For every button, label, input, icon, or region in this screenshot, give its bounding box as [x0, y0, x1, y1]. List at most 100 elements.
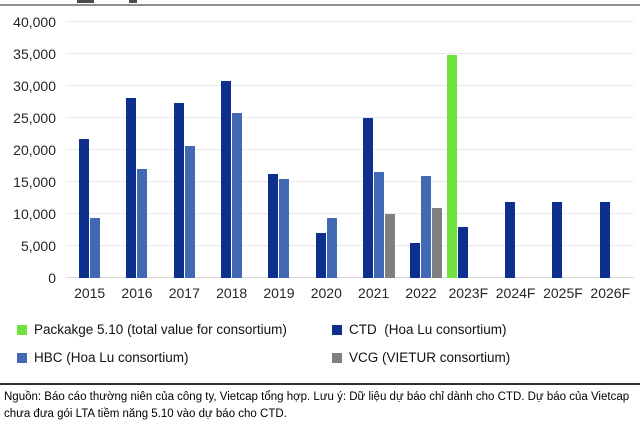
bar-cluster — [589, 22, 632, 278]
bar-slot — [432, 22, 443, 278]
bar — [432, 207, 443, 278]
x-axis-label: 2017 — [168, 285, 200, 301]
bar-slot — [101, 22, 111, 278]
gridline — [66, 85, 634, 86]
bar-group — [161, 22, 208, 278]
bar-slot — [184, 22, 195, 278]
bar — [232, 112, 243, 278]
bar-slot — [516, 22, 526, 278]
source-note: Nguồn: Báo cáo thường niên của công ty, … — [4, 391, 630, 420]
gridline — [66, 53, 634, 54]
y-axis-label: 30,000 — [13, 78, 56, 94]
bar-group — [255, 22, 302, 278]
bar-group — [350, 22, 397, 278]
plot-area — [66, 21, 634, 278]
bar — [385, 214, 396, 278]
bar-cluster — [115, 22, 158, 278]
bar — [446, 55, 457, 278]
bar-slot — [410, 22, 421, 278]
bar-slot — [541, 22, 551, 278]
bar — [268, 173, 279, 278]
legend-label: VCG (VIETUR consortium) — [349, 350, 511, 365]
bar — [221, 80, 232, 278]
y-axis-label: 0 — [48, 270, 56, 286]
legend-item: VCG (VIETUR consortium) — [332, 350, 633, 365]
bar-slot — [563, 22, 573, 278]
x-axis-label: 2023F — [448, 285, 489, 301]
x-axis: 2015 2016 2017 2018 2019 2020 2021 2022 2023F 202… — [66, 285, 634, 301]
bar-slot — [148, 22, 158, 278]
x-axis-label: 2026F — [590, 285, 631, 301]
y-axis-label: 15,000 — [13, 174, 56, 190]
bar-groups — [66, 22, 634, 278]
bar — [79, 139, 90, 278]
bar — [126, 98, 137, 278]
bar-slot — [173, 22, 184, 278]
bar-slot — [552, 22, 563, 278]
legend-label: CTD (Hoa Lu consortium) — [349, 322, 507, 337]
bar-slot — [494, 22, 504, 278]
bar-slot — [385, 22, 396, 278]
bar-slot — [279, 22, 290, 278]
bar-slot — [163, 22, 173, 278]
bar-slot — [421, 22, 432, 278]
bar-slot — [574, 22, 584, 278]
x-axis-label: 2024F — [495, 285, 536, 301]
bar — [552, 201, 563, 278]
bar-group — [539, 22, 586, 278]
bar-slot — [115, 22, 125, 278]
legend-item: HBC (Hoa Lu consortium) — [17, 350, 332, 365]
bar-slot — [352, 22, 362, 278]
bar-slot — [622, 22, 632, 278]
bar-slot — [268, 22, 279, 278]
bar-slot — [79, 22, 90, 278]
y-axis-label: 10,000 — [13, 206, 56, 222]
x-axis-label: 2019 — [263, 285, 295, 301]
gridline — [66, 117, 634, 118]
bar — [90, 217, 101, 278]
bar-slot — [399, 22, 409, 278]
bar-slot — [363, 22, 374, 278]
x-axis-label: 2015 — [74, 285, 106, 301]
bar — [315, 233, 326, 278]
bar — [184, 146, 195, 278]
bar-group — [397, 22, 444, 278]
bar-slot — [290, 22, 300, 278]
bar — [279, 179, 290, 278]
bar — [173, 102, 184, 278]
bar-slot — [232, 22, 243, 278]
bar-slot — [221, 22, 232, 278]
bar-group — [492, 22, 539, 278]
bar-slot — [374, 22, 385, 278]
bar-cluster — [305, 22, 348, 278]
legend-marker — [332, 352, 342, 363]
legend-label: HBC (Hoa Lu consortium) — [34, 350, 189, 365]
bar-slot — [599, 22, 610, 278]
bar-cluster — [68, 22, 111, 278]
bar — [505, 201, 516, 278]
bar-slot — [480, 22, 490, 278]
bar-slot — [257, 22, 267, 278]
bar-slot — [68, 22, 78, 278]
bar-cluster — [352, 22, 396, 278]
bar — [363, 118, 374, 278]
legend-item: CTD (Hoa Lu consortium) — [332, 322, 633, 337]
bar-group — [587, 22, 634, 278]
y-axis-label: 25,000 — [13, 110, 56, 126]
legend-marker — [17, 324, 27, 335]
bar-slot — [527, 22, 537, 278]
bar-group — [113, 22, 160, 278]
bar — [599, 201, 610, 278]
bar-slot — [446, 22, 457, 278]
legend-marker — [332, 324, 342, 335]
bar-slot — [137, 22, 148, 278]
bar-slot — [469, 22, 479, 278]
bar-cluster — [257, 22, 300, 278]
bar-slot — [126, 22, 137, 278]
y-axis-label: 20,000 — [13, 142, 56, 158]
bar-slot — [243, 22, 253, 278]
legend-label: Packakge 5.10 (total value for consortiu… — [34, 322, 287, 337]
bar-cluster — [163, 22, 206, 278]
x-axis-line — [66, 277, 634, 278]
